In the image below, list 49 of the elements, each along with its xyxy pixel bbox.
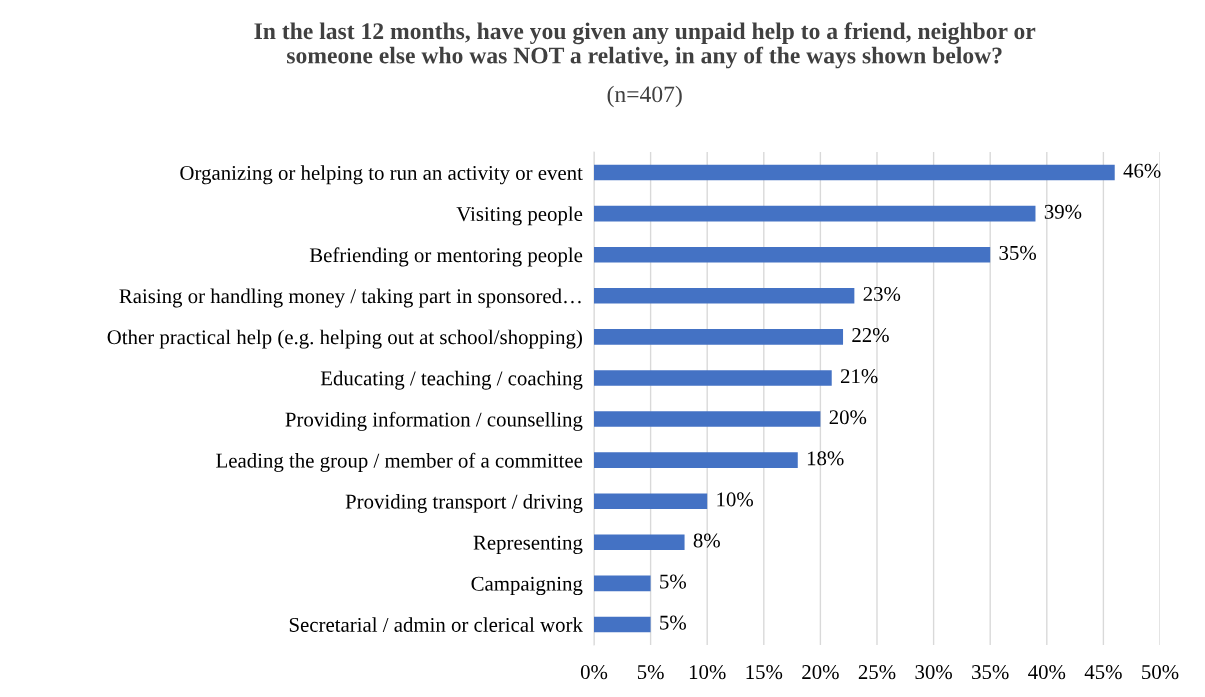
bar (594, 575, 651, 592)
bar (594, 370, 832, 386)
x-tick-label: 10% (689, 665, 726, 680)
bar (594, 329, 844, 345)
data-label: 21% (840, 369, 878, 384)
x-tick-label: 35% (972, 665, 1009, 680)
data-label: 35% (999, 245, 1037, 260)
y-tick-label: Visiting people (456, 206, 583, 226)
y-tick-label: Representing (473, 535, 583, 554)
data-label: 46% (1123, 163, 1161, 178)
y-tick-label: Raising or handling money / taking part in sponsored… (119, 288, 581, 308)
chart-subtitle: (n=407) (607, 85, 682, 108)
y-tick-label: Providing information / counselling (285, 411, 583, 431)
data-label: 5% (660, 574, 686, 589)
bar (594, 246, 991, 263)
bar (594, 287, 855, 304)
bar (594, 452, 798, 468)
x-tick-label: 30% (915, 665, 952, 680)
bar (594, 205, 1036, 222)
x-tick-label: 0% (580, 665, 608, 680)
bar (594, 534, 685, 551)
y-tick-label: Providing transport / driving (345, 493, 583, 513)
x-tick-label: 45% (1084, 665, 1122, 680)
y-tick-label: Educating / teaching / coaching (320, 370, 583, 390)
chart-title: In the last 12 months, have you given any unpaid help to a friend, neighbor or someone else who was NOT a relative, in any of the ways shown below? (254, 22, 1036, 69)
x-tick-label: 25% (858, 665, 896, 680)
x-tick-label: 5% (637, 665, 664, 680)
x-tick-label: 40% (1028, 665, 1066, 680)
bar (594, 411, 821, 427)
y-tick-label: Other practical help (e.g. helping out at school/shopping) (107, 329, 582, 349)
data-label: 8% (693, 533, 720, 548)
data-label: 5% (660, 615, 686, 630)
y-tick-label: Organizing or helping to run an activity or event (180, 165, 583, 185)
x-tick-label: 50% (1142, 665, 1179, 680)
data-label: 10% (717, 492, 754, 507)
data-label: 20% (829, 410, 867, 425)
bar (594, 164, 1115, 181)
x-tick-label: 15% (746, 665, 783, 680)
y-tick-label: Secretarial / admin or clerical work (289, 617, 583, 632)
bar (594, 616, 651, 633)
y-tick-label: Campaigning (471, 576, 583, 596)
data-label: 23% (863, 286, 901, 302)
data-label: 22% (852, 328, 889, 343)
x-tick-label: 20% (802, 665, 839, 680)
y-tick-label: Befriending or mentoring people (309, 247, 583, 267)
data-label: 39% (1044, 204, 1082, 219)
bar (594, 493, 708, 510)
y-tick-label: Leading the group / member of a committee (216, 452, 583, 472)
data-label: 18% (807, 451, 844, 466)
